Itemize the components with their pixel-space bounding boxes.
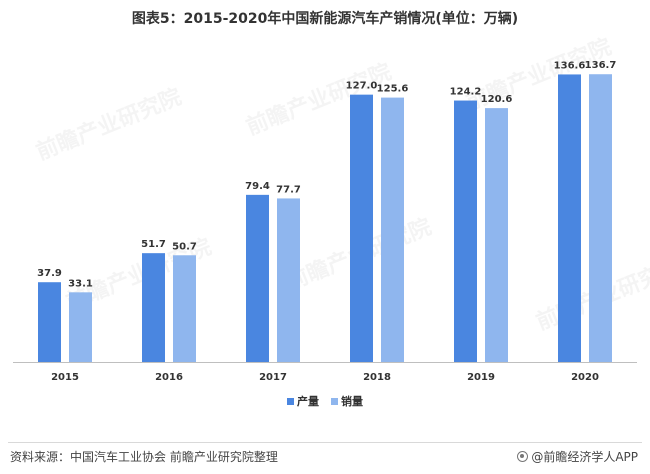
legend: 产量 销量 [0,393,650,409]
x-tick-label-2019: 2019 [467,372,495,383]
bar-production-2017 [246,194,269,362]
watermark-layer: 前瞻产业研究院前瞻产业研究院前瞻产业研究院前瞻产业研究院前瞻产业研究院前瞻产业研… [33,34,650,336]
bar-sales-2016 [173,255,196,362]
bar-production-2016 [142,253,165,362]
bar-sales-2020 [589,74,612,362]
data-label-production-2018: 127.0 [346,81,378,92]
data-label-production-2019: 124.2 [450,87,482,98]
bar-sales-2017 [277,198,300,362]
legend-swatch-sales [331,397,338,405]
data-label-sales-2016: 50.7 [172,241,197,252]
data-label-production-2016: 51.7 [141,239,166,250]
data-label-production-2015: 37.9 [37,268,62,279]
brand-credit: @前瞻经济学人APP [517,448,638,465]
x-tick-label-2016: 2016 [155,372,183,383]
data-label-sales-2015: 33.1 [68,278,93,289]
data-label-sales-2018: 125.6 [377,84,409,95]
legend-label-sales: 销量 [341,395,363,408]
source-note: 资料来源：中国汽车工业协会 前瞻产业研究院整理 [10,450,278,464]
legend-item-production: 产量 [287,393,319,409]
data-label-production-2017: 79.4 [245,181,270,192]
bar-production-2020 [558,74,581,362]
legend-swatch-production [287,397,294,405]
brand-logo-icon [517,451,529,462]
x-tick-label-2020: 2020 [571,372,599,383]
x-tick-label-2017: 2017 [259,372,287,383]
bar-production-2018 [350,94,373,363]
data-label-sales-2019: 120.6 [481,94,513,105]
x-tick-label-2015: 2015 [51,372,79,383]
legend-item-sales: 销量 [331,393,363,409]
watermark-text: 前瞻产业研究院 [33,84,186,166]
bar-sales-2015 [69,292,92,362]
data-label-production-2020: 136.6 [554,60,586,71]
bar-sales-2018 [381,97,404,362]
chart-title: 图表5：2015-2020年中国新能源汽车产销情况(单位：万辆) [131,11,519,27]
data-label-sales-2017: 77.7 [276,184,301,195]
footer-divider [8,442,642,443]
x-tick-label-2018: 2018 [363,372,391,383]
x-axis: 2015 2016 2017 2018 2019 2020 [13,362,637,383]
bar-production-2015 [38,282,61,362]
data-label-sales-2020: 136.7 [585,60,617,71]
bar-production-2019 [454,100,477,362]
legend-label-production: 产量 [297,395,319,408]
brand-text: @前瞻经济学人APP [531,450,638,464]
bar-sales-2019 [485,108,508,362]
